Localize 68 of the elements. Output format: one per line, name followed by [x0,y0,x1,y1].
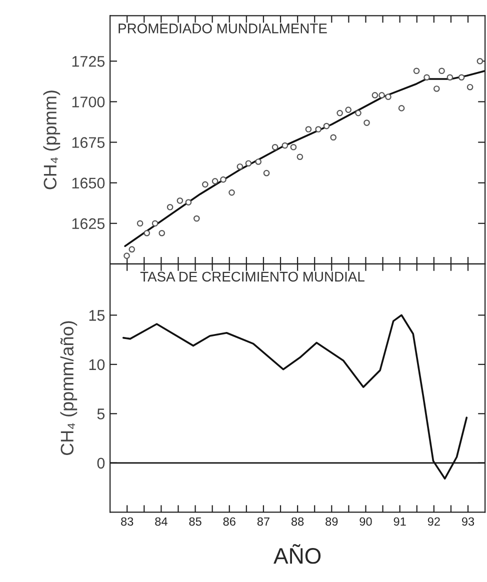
point [438,68,445,74]
x-tick-label: 91 [394,517,406,526]
x-tick-label: 86 [223,517,236,526]
point [220,176,226,183]
annotation: TASA DE CRECIMIENTO MUNDIAL [140,272,364,282]
point [290,144,297,150]
y-axis-title: CH₄ (ppmm/año) [60,321,78,456]
point [364,120,370,126]
point [424,74,430,81]
x-tick-label: 84 [155,517,168,526]
point [378,92,385,98]
point [355,110,362,116]
point [323,122,330,130]
y-tick-label: 1675 [72,137,105,148]
point [124,252,130,259]
point [466,84,474,90]
x-tick-label: 83 [121,517,134,526]
point [185,199,192,206]
x-tick-label: 92 [428,517,440,526]
point [398,105,405,112]
point [144,230,150,236]
y-tick-label: 0 [97,458,105,469]
y-tick-label: 1725 [72,56,105,67]
point [158,230,166,236]
point [263,170,270,176]
point [255,158,262,165]
point [413,68,420,74]
point [345,106,352,113]
point [296,154,304,160]
point [372,92,378,98]
point [282,142,288,149]
y-tick-label: 5 [97,408,105,420]
point [136,220,144,227]
x-tick-label: 85 [189,517,202,526]
point [212,178,218,184]
y-tick-label: 1650 [72,178,105,189]
y-axis-title: CH₄ (ppmm) [43,90,60,190]
point [272,144,278,150]
point [305,126,312,132]
x-tick-label: 87 [257,517,270,526]
point [193,215,200,222]
point [385,94,392,100]
point [176,198,184,204]
x-tick-label: 90 [360,517,372,526]
x-axis-title: AÑO [274,544,321,564]
y-tick-label: 1625 [72,218,105,230]
x-tick-label: 88 [292,517,304,526]
point [202,181,208,188]
point [336,110,343,116]
line-series [124,70,486,247]
annotation: PROMEDIADO MUNDIALMENTE [118,24,327,34]
point [245,160,252,167]
point [128,246,136,252]
y-tick-label: 10 [89,359,105,370]
point [228,189,235,196]
point [330,134,337,141]
x-tick-label: 93 [462,517,474,526]
point [458,74,465,81]
y-tick-label: 1700 [72,96,105,108]
point [433,86,440,92]
point [446,74,454,81]
point [315,126,322,132]
y-tick-label: 15 [89,310,105,321]
point [166,204,174,210]
point [476,58,484,64]
x-tick-label: 89 [326,517,338,526]
point [152,220,158,227]
point [236,163,244,170]
